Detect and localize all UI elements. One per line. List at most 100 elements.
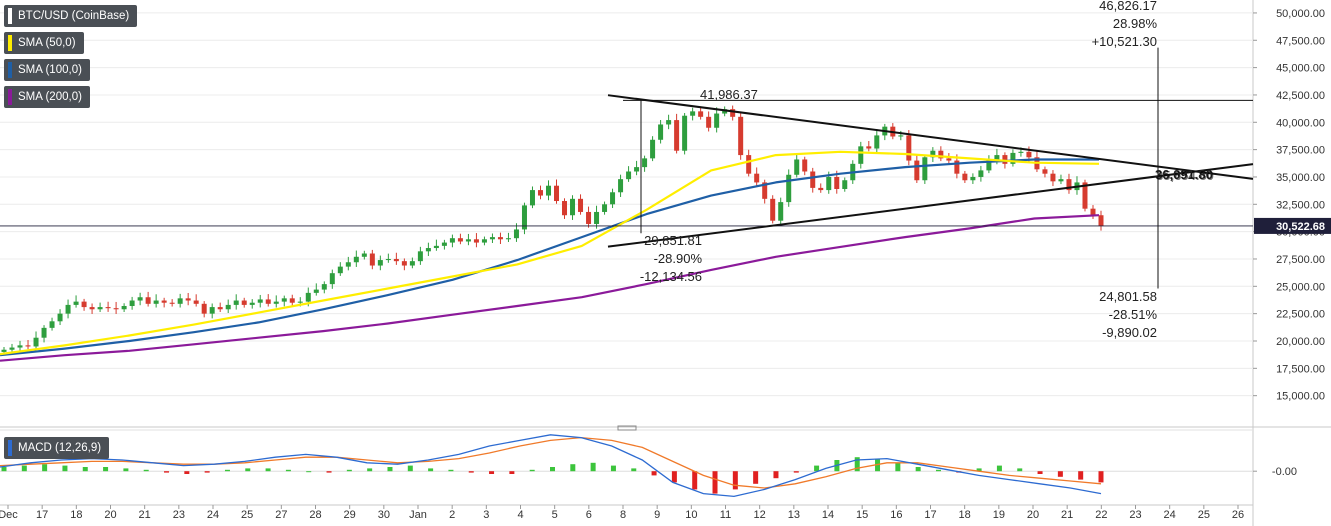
x-tick-label: 27 <box>275 509 287 521</box>
macd-histogram-bar <box>1 467 7 472</box>
candle-body <box>201 303 207 314</box>
macd-label[interactable]: MACD (12,26,9) <box>4 437 110 459</box>
candle-body <box>618 179 624 193</box>
macd-histogram-bar <box>1078 471 1084 480</box>
macd-histogram-bar <box>82 467 88 472</box>
candle-body <box>433 245 439 249</box>
x-tick-label: 20 <box>104 509 116 521</box>
candle-body <box>401 261 407 266</box>
macd-histogram-bar <box>448 469 454 472</box>
candle-body <box>89 307 95 310</box>
last-price-label: 30,522.68 <box>1276 221 1325 233</box>
x-tick-label: 17 <box>36 509 48 521</box>
candle-body <box>121 305 127 310</box>
x-tick-label: 5 <box>552 509 558 521</box>
macd-histogram-bar <box>204 471 210 473</box>
candle-body <box>249 302 255 305</box>
instrument-label[interactable]: BTC/USD (CoinBase) <box>4 5 138 27</box>
macd-histogram-bar <box>996 465 1002 472</box>
x-tick-label: 18 <box>959 509 971 521</box>
y-tick-label: 47,500.00 <box>1276 35 1325 47</box>
candle-body <box>738 116 744 156</box>
sma100-line <box>0 158 1099 357</box>
macd-histogram-bar <box>570 464 576 472</box>
candle-body <box>265 299 271 304</box>
macd-histogram-bar <box>915 467 921 472</box>
sma50-label[interactable]: SMA (50,0) <box>4 32 84 54</box>
candle-body <box>313 289 319 293</box>
y-tick-label: 15,000.00 <box>1276 391 1325 403</box>
macd-histogram-bar <box>285 469 291 472</box>
candle-body <box>305 292 311 302</box>
candle-body <box>1082 182 1088 209</box>
candle-body <box>9 347 15 350</box>
candle-body <box>169 302 175 304</box>
candle-body <box>810 171 816 188</box>
x-tick-label: 18 <box>70 509 82 521</box>
apex-annotation: 36,091.80 <box>1155 166 1213 184</box>
macd-histogram-bar <box>976 468 982 472</box>
low-change: -12,134.56 <box>639 269 702 284</box>
candle-body <box>898 135 904 137</box>
macd-histogram-bar <box>346 469 352 472</box>
x-tick-label: 4 <box>517 509 523 521</box>
candle-body <box>818 187 824 191</box>
trendline-upper <box>607 94 1254 180</box>
candle-body <box>722 109 728 114</box>
candle-body <box>770 198 776 221</box>
macd-histogram-bar <box>489 471 495 474</box>
sma100-label[interactable]: SMA (100,0) <box>4 59 90 81</box>
candle-body <box>321 284 327 290</box>
candle-body <box>193 300 199 304</box>
macd-histogram-bar <box>773 471 779 479</box>
macd-histogram-bar <box>1017 468 1023 472</box>
macd-swatch <box>8 440 12 456</box>
candle-body <box>562 201 568 216</box>
macd-histogram-bar <box>123 468 129 472</box>
x-tick-label: 12 <box>754 509 766 521</box>
candle-body <box>1042 169 1048 174</box>
macd-histogram-bar <box>224 469 230 472</box>
candle-body <box>762 182 768 199</box>
trendline-lower <box>607 163 1254 248</box>
candle-body <box>554 185 560 202</box>
candle-body <box>906 135 912 161</box>
candle-body <box>393 258 399 262</box>
candle-body <box>17 345 23 348</box>
candle-body <box>922 157 928 181</box>
upper-range-change: +10,521.30 <box>1091 34 1157 49</box>
y-tick-label: 27,500.00 <box>1276 254 1325 266</box>
candle-body <box>161 300 167 303</box>
candle-body <box>361 253 367 257</box>
x-tick-label: 15 <box>856 509 868 521</box>
candle-body <box>137 297 143 301</box>
macd-histogram-bar <box>550 467 555 472</box>
candle-body <box>153 300 159 304</box>
low-annotation: 29,851.81 -28.90% -12,134.56 <box>620 232 702 286</box>
macd-histogram-bar <box>529 469 535 472</box>
candle-body <box>746 155 752 174</box>
candle-body <box>866 146 872 149</box>
sma200-label[interactable]: SMA (200,0) <box>4 86 90 108</box>
candle-body <box>145 297 151 304</box>
candle-body <box>1026 151 1032 158</box>
candle-body <box>1010 152 1016 164</box>
candle-body <box>1058 179 1064 182</box>
candle-body <box>489 237 495 240</box>
candle-body <box>177 298 183 304</box>
y-tick-label: 40,000.00 <box>1276 117 1325 129</box>
y-tick-label: 32,500.00 <box>1276 199 1325 211</box>
candle-body <box>1090 208 1096 216</box>
y-tick-label: 20,000.00 <box>1276 336 1325 348</box>
macd-histogram-bar <box>712 471 718 494</box>
last-price-box <box>1254 217 1331 234</box>
candle-body <box>25 345 31 347</box>
y-tick-label: 45,000.00 <box>1276 63 1325 75</box>
candle-body <box>329 273 335 285</box>
apex-price: 36,091.80 <box>1155 167 1213 182</box>
candle-body <box>409 261 415 266</box>
candle-body <box>914 160 920 181</box>
instrument-swatch <box>8 8 12 24</box>
x-tick-label: 22 <box>1095 509 1107 521</box>
